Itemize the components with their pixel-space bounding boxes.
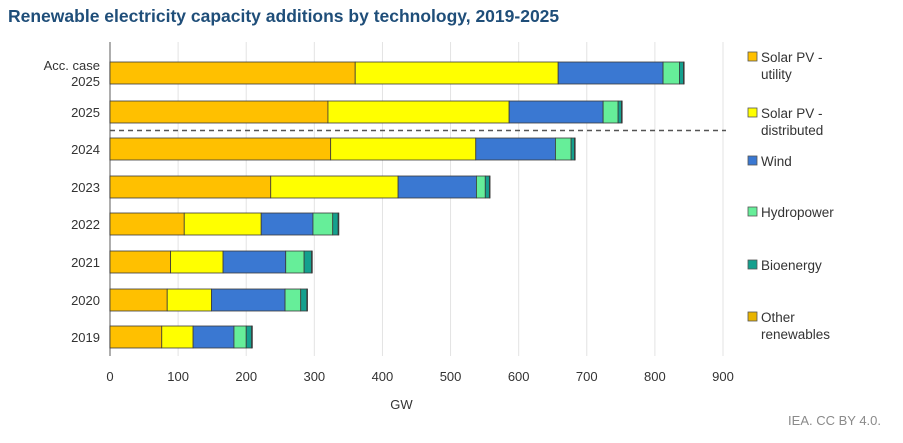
x-tick-label: 600 (508, 369, 530, 384)
bar-segment (617, 100, 622, 124)
bar-segment (475, 137, 556, 161)
bar-segment (476, 175, 486, 199)
bar-segment (306, 288, 308, 312)
bar-segment (330, 137, 477, 161)
bar-segment (621, 100, 623, 124)
bar-segment (161, 325, 194, 349)
bar-segment (109, 212, 185, 236)
bar-segment (508, 100, 604, 124)
legend-swatch (747, 311, 758, 322)
bar-segment (574, 137, 576, 161)
bar-segment (303, 250, 313, 274)
bar-segment (557, 61, 664, 85)
x-tick-label: 500 (440, 369, 462, 384)
x-tick-label: 200 (235, 369, 257, 384)
bar-segment (233, 325, 247, 349)
legend-swatch (747, 107, 758, 118)
legend-label: Solar PV - (761, 106, 823, 121)
bar-segment (260, 212, 314, 236)
y-tick-label: 2022 (71, 217, 100, 232)
y-tick-label: 2021 (71, 255, 100, 270)
y-tick-label: 2024 (71, 142, 100, 157)
x-axis-label: GW (390, 397, 413, 412)
legend-label: Wind (761, 154, 792, 169)
bar-segment (484, 175, 490, 199)
chart-title: Renewable electricity capacity additions… (8, 6, 560, 26)
source-note: IEA. CC BY 4.0. (788, 413, 881, 428)
bar-segment (662, 61, 680, 85)
x-tick-label: 800 (644, 369, 666, 384)
x-tick-label: 400 (372, 369, 394, 384)
bar-segment (109, 100, 329, 124)
legend-label: renewables (761, 327, 830, 342)
legend-swatch (747, 155, 758, 166)
bar-segment (332, 212, 339, 236)
y-tick-label: 2019 (71, 330, 100, 345)
bar-segment (397, 175, 477, 199)
bar-segment (109, 175, 272, 199)
bar-segment (679, 61, 684, 85)
y-tick-label: 2025 (71, 74, 100, 89)
bar-segment (337, 212, 340, 236)
bar-segment (245, 325, 253, 349)
bar-segment (270, 175, 399, 199)
x-tick-label: 0 (106, 369, 113, 384)
bar-segment (311, 250, 313, 274)
bar-segment (284, 288, 302, 312)
bar-segment (109, 250, 172, 274)
bar-segment (166, 288, 212, 312)
bar-segment (170, 250, 224, 274)
legend-label: Bioenergy (761, 258, 822, 273)
bar-segment (109, 325, 163, 349)
bar-segment (327, 100, 510, 124)
bar-segment (312, 212, 334, 236)
legend-label: utility (761, 67, 792, 82)
y-tick-label: 2025 (71, 105, 100, 120)
bar-segment (251, 325, 253, 349)
x-tick-label: 700 (576, 369, 598, 384)
bar-segment (222, 250, 287, 274)
y-tick-label: 2023 (71, 180, 100, 195)
legend-label: Solar PV - (761, 50, 823, 65)
bar-segment (183, 212, 262, 236)
bar-segment (488, 175, 491, 199)
bar-segment (555, 137, 572, 161)
bar-segment (211, 288, 286, 312)
bar-segment (300, 288, 308, 312)
bar-segment (109, 288, 168, 312)
bar-segment (602, 100, 619, 124)
legend-label: Other (761, 310, 795, 325)
bar-segment (192, 325, 235, 349)
legend-swatch (747, 206, 758, 217)
bar-segment (109, 61, 356, 85)
y-tick-label: 2020 (71, 293, 100, 308)
legend-label: Hydropower (761, 205, 834, 220)
bar-segment (570, 137, 575, 161)
legend-swatch (747, 51, 758, 62)
bar-segment (285, 250, 305, 274)
legend-label: distributed (761, 123, 823, 138)
bar-segment (109, 137, 332, 161)
x-tick-label: 300 (303, 369, 325, 384)
bar-segment (354, 61, 559, 85)
legend-swatch (747, 259, 758, 270)
bar-segment (683, 61, 685, 85)
x-tick-label: 100 (167, 369, 189, 384)
x-tick-label: 900 (712, 369, 734, 384)
y-tick-label: Acc. case (44, 58, 100, 73)
